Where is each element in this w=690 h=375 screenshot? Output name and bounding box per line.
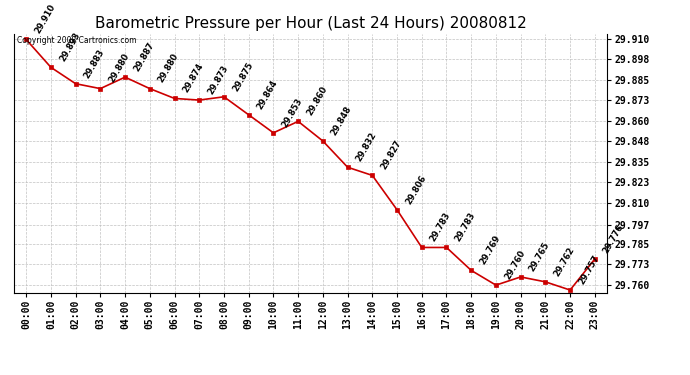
Text: 29.853: 29.853	[280, 96, 304, 129]
Text: 29.887: 29.887	[132, 40, 156, 73]
Text: 29.760: 29.760	[503, 249, 526, 281]
Text: 29.776: 29.776	[602, 222, 626, 255]
Text: Copyright 2008 Cartronics.com: Copyright 2008 Cartronics.com	[17, 36, 136, 45]
Text: 29.757: 29.757	[577, 254, 601, 286]
Text: 29.848: 29.848	[330, 104, 354, 137]
Text: 29.874: 29.874	[181, 62, 206, 94]
Text: 29.769: 29.769	[478, 234, 502, 266]
Text: 29.880: 29.880	[157, 52, 181, 84]
Text: 29.883: 29.883	[83, 47, 106, 80]
Text: 29.873: 29.873	[206, 64, 230, 96]
Text: 29.806: 29.806	[404, 173, 428, 206]
Text: 29.880: 29.880	[107, 52, 131, 84]
Text: 29.783: 29.783	[428, 211, 453, 243]
Text: 29.864: 29.864	[255, 78, 279, 111]
Text: 29.860: 29.860	[305, 85, 329, 117]
Text: 29.893: 29.893	[58, 31, 81, 63]
Title: Barometric Pressure per Hour (Last 24 Hours) 20080812: Barometric Pressure per Hour (Last 24 Ho…	[95, 16, 526, 31]
Text: 29.832: 29.832	[355, 130, 378, 163]
Text: 29.910: 29.910	[33, 3, 57, 35]
Text: 29.827: 29.827	[380, 139, 403, 171]
Text: 29.783: 29.783	[453, 211, 477, 243]
Text: 29.762: 29.762	[552, 245, 576, 278]
Text: 29.765: 29.765	[528, 240, 551, 273]
Text: 29.875: 29.875	[231, 60, 255, 93]
